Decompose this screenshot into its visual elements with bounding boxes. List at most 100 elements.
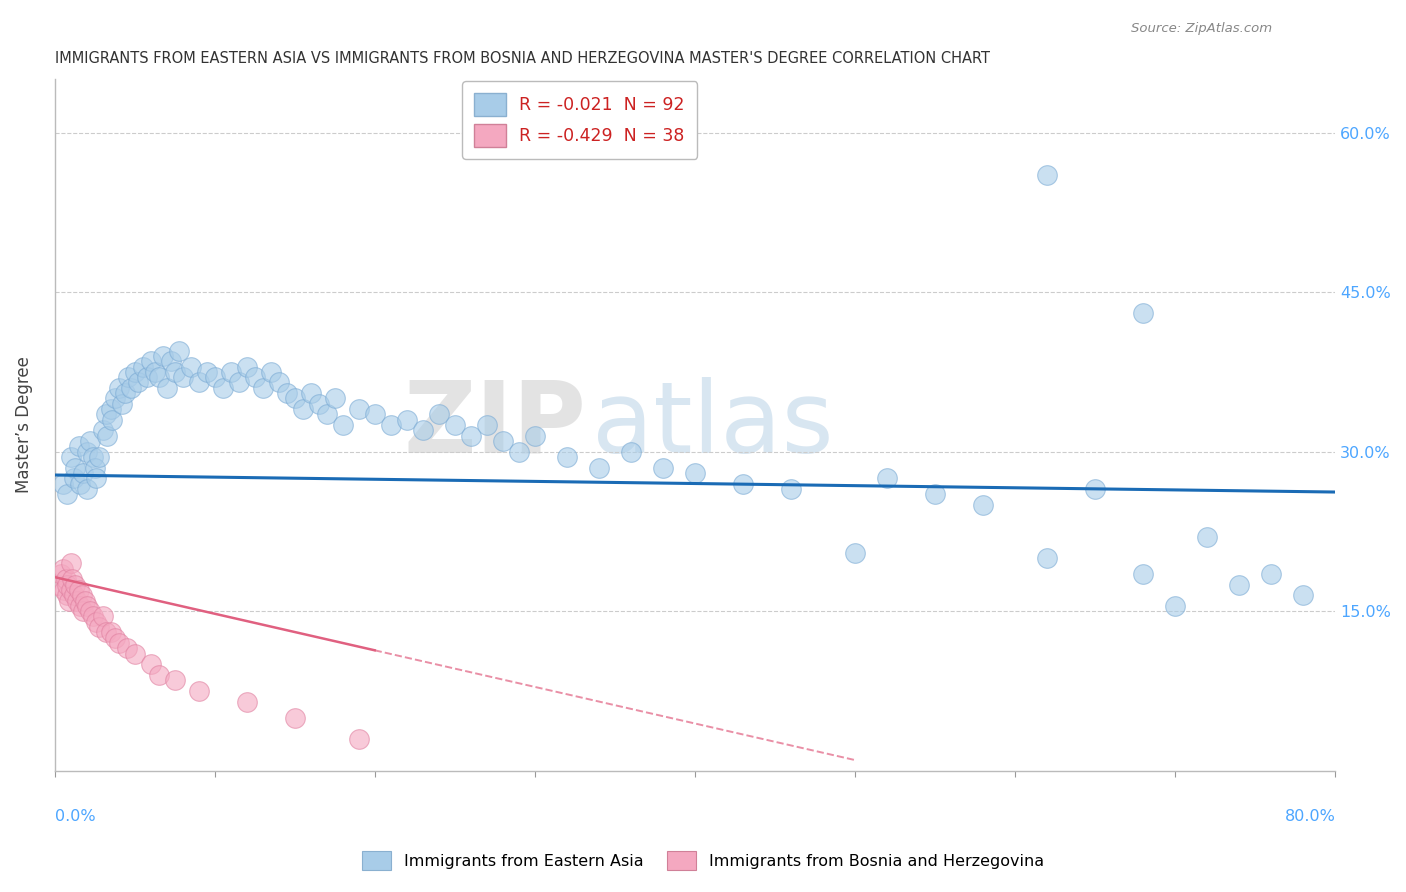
Point — [187, 376, 209, 390]
Point — [67, 439, 90, 453]
Point — [347, 731, 370, 746]
Point — [284, 710, 307, 724]
Point — [508, 444, 530, 458]
Point — [180, 359, 202, 374]
Point — [84, 471, 107, 485]
Point — [219, 365, 242, 379]
Legend: R = -0.021  N = 92, R = -0.429  N = 38: R = -0.021 N = 92, R = -0.429 N = 38 — [463, 81, 697, 159]
Point — [91, 423, 114, 437]
Point — [62, 471, 84, 485]
Point — [163, 673, 186, 688]
Point — [315, 408, 337, 422]
Point — [59, 450, 82, 464]
Point — [53, 582, 76, 597]
Point — [96, 428, 118, 442]
Point — [148, 370, 170, 384]
Point — [155, 381, 177, 395]
Point — [124, 647, 146, 661]
Point — [51, 561, 73, 575]
Point — [62, 588, 84, 602]
Point — [460, 428, 482, 442]
Point — [731, 476, 754, 491]
Point — [124, 365, 146, 379]
Point — [65, 460, 87, 475]
Point — [588, 460, 610, 475]
Point — [83, 460, 105, 475]
Point — [291, 402, 314, 417]
Point — [163, 365, 186, 379]
Point — [82, 450, 104, 464]
Point — [228, 376, 250, 390]
Point — [76, 444, 98, 458]
Point — [104, 392, 127, 406]
Point — [72, 466, 94, 480]
Point — [187, 684, 209, 698]
Point — [145, 365, 167, 379]
Point — [79, 434, 101, 448]
Point — [89, 450, 111, 464]
Point — [148, 668, 170, 682]
Point — [443, 417, 465, 432]
Point — [89, 620, 111, 634]
Point — [299, 386, 322, 401]
Point — [243, 370, 266, 384]
Point — [76, 482, 98, 496]
Point — [120, 381, 142, 395]
Point — [107, 381, 129, 395]
Point — [284, 392, 307, 406]
Point — [51, 476, 73, 491]
Point — [91, 609, 114, 624]
Point — [235, 695, 257, 709]
Point — [1036, 168, 1059, 182]
Point — [94, 625, 117, 640]
Point — [139, 354, 162, 368]
Point — [101, 413, 124, 427]
Text: 80.0%: 80.0% — [1285, 809, 1336, 823]
Point — [364, 408, 387, 422]
Point — [427, 408, 450, 422]
Point — [60, 572, 83, 586]
Point — [380, 417, 402, 432]
Point — [139, 657, 162, 672]
Point — [59, 582, 82, 597]
Point — [252, 381, 274, 395]
Point — [1132, 306, 1154, 320]
Point — [152, 349, 174, 363]
Point — [58, 593, 80, 607]
Point — [780, 482, 803, 496]
Point — [117, 370, 139, 384]
Legend: Immigrants from Eastern Asia, Immigrants from Bosnia and Herzegovina: Immigrants from Eastern Asia, Immigrants… — [356, 845, 1050, 877]
Point — [49, 566, 72, 581]
Point — [100, 402, 122, 417]
Point — [69, 476, 91, 491]
Point — [195, 365, 218, 379]
Y-axis label: Master’s Degree: Master’s Degree — [15, 357, 32, 493]
Point — [56, 588, 79, 602]
Point — [1036, 551, 1059, 566]
Point — [73, 593, 96, 607]
Point — [65, 577, 87, 591]
Point — [136, 370, 159, 384]
Point — [79, 604, 101, 618]
Point — [323, 392, 346, 406]
Point — [46, 577, 69, 591]
Text: 0.0%: 0.0% — [55, 809, 96, 823]
Point — [620, 444, 643, 458]
Point — [67, 582, 90, 597]
Point — [84, 615, 107, 629]
Point — [308, 397, 330, 411]
Point — [395, 413, 418, 427]
Point — [69, 599, 91, 613]
Point — [66, 593, 89, 607]
Point — [1197, 530, 1219, 544]
Point — [107, 636, 129, 650]
Point — [1292, 588, 1315, 602]
Point — [844, 546, 866, 560]
Point — [267, 376, 290, 390]
Point — [169, 343, 191, 358]
Point — [82, 609, 104, 624]
Point — [160, 354, 183, 368]
Point — [55, 572, 77, 586]
Text: atlas: atlas — [592, 376, 834, 474]
Point — [100, 625, 122, 640]
